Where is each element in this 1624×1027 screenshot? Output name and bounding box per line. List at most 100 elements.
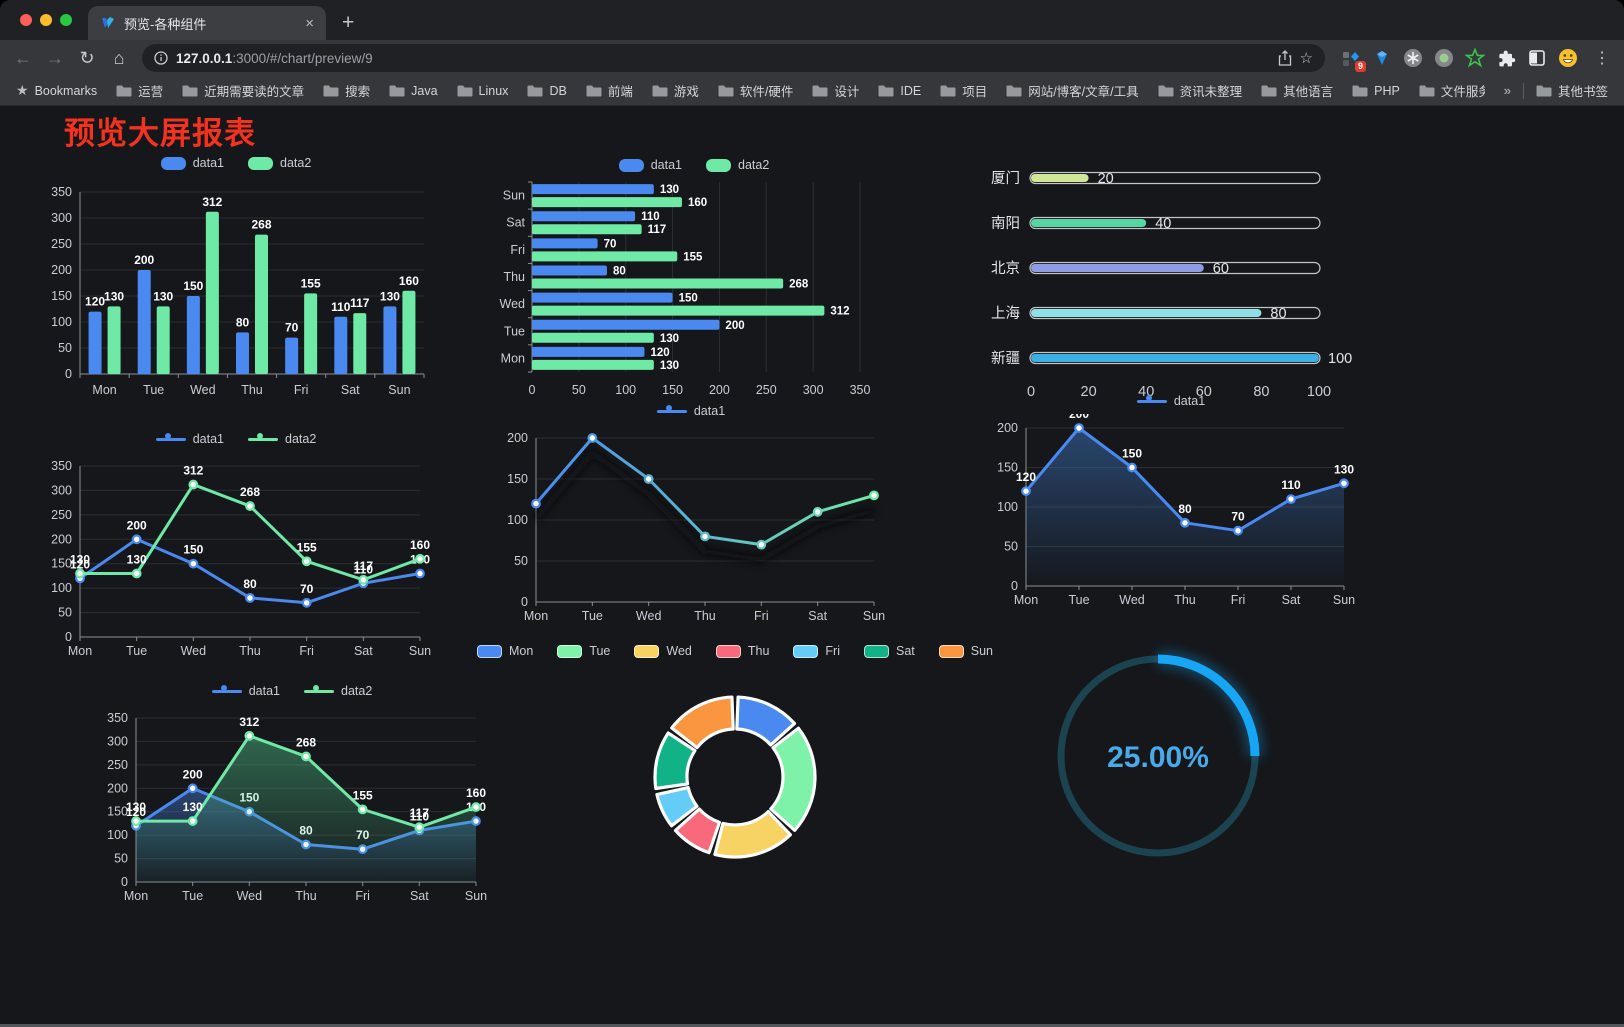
line-gradient-canvas[interactable]: 0 50 100 150 200 Mon Tue Wed Thu Fri Sat Sun (492, 424, 890, 628)
extensions-puzzle-icon[interactable] (1496, 48, 1516, 68)
legend-marker (793, 644, 819, 658)
reload-icon[interactable]: ↻ (79, 47, 95, 68)
chart-legend: Mon Tue Wed Thu Fri Sat Sun (476, 638, 993, 664)
dot-extension-icon[interactable] (1434, 48, 1454, 68)
bookmark-item[interactable]: 搜索 (323, 81, 370, 100)
bookmark-item[interactable]: 近期需要读的文章 (182, 81, 304, 100)
bookmark-item[interactable]: 前端 (586, 81, 633, 100)
svg-text:160: 160 (688, 197, 707, 209)
bookmark-item[interactable]: Java (389, 84, 438, 98)
legend-item[interactable]: Fri (793, 644, 840, 658)
legend-item[interactable]: data1 (160, 156, 224, 170)
browser-tab[interactable]: 预览-各种组件 × (88, 6, 326, 40)
svg-text:350: 350 (107, 711, 128, 725)
legend-item[interactable]: Wed (634, 644, 692, 658)
line-area-canvas[interactable]: 0 50 100 150 200 Mon Tue Wed Thu Fri Sat Sun 120 200 1… (982, 414, 1360, 612)
bookmark-item[interactable]: 其他语言 (1261, 81, 1333, 100)
svg-text:20: 20 (1098, 171, 1114, 187)
page-title: 预览大屏报表 (64, 116, 256, 151)
svg-text:Sat: Sat (410, 889, 429, 903)
other-bookmarks[interactable]: 其他书签 (1536, 81, 1608, 100)
legend-item[interactable]: Mon (476, 644, 533, 658)
reader-extension-icon[interactable] (1527, 48, 1547, 68)
legend-item[interactable]: data1 (155, 432, 224, 446)
bookmark-item[interactable]: 文件服务器 (1419, 81, 1485, 100)
tab-close-icon[interactable]: × (305, 14, 314, 32)
legend-item[interactable]: data2 (706, 158, 769, 172)
svg-text:117: 117 (350, 296, 370, 310)
legend-item[interactable]: Sun (938, 644, 993, 658)
bookmark-item[interactable]: 软件/硬件 (718, 81, 793, 100)
folder-icon (586, 85, 602, 97)
legend-item[interactable]: data1 (618, 158, 682, 172)
legend-item[interactable]: data2 (248, 156, 311, 170)
share-icon[interactable] (1278, 50, 1292, 66)
address-bar[interactable]: 127.0.0.1:3000/#/chart/preview/9 ☆ (142, 44, 1325, 72)
bookmarks-root[interactable]: ★ Bookmarks (16, 82, 97, 99)
line-area-double-canvas[interactable]: 0 50 100 150 200 250 300 350 Mon Tue Wed Thu Fri Sat S… (92, 704, 492, 908)
proxy-extension-icon[interactable]: 9 (1341, 48, 1366, 72)
svg-text:155: 155 (353, 788, 373, 802)
back-icon[interactable]: ← (14, 47, 32, 68)
gem-extension-icon[interactable] (1372, 48, 1392, 68)
legend-item[interactable]: data1 (1136, 394, 1205, 408)
home-icon[interactable]: ⌂ (113, 47, 125, 68)
bookmark-item[interactable]: 项目 (940, 81, 987, 100)
bar-grouped-canvas[interactable]: 0 50 100 150 200 250 300 350 Mon Tue Wed Thu Fri Sat S… (36, 176, 436, 402)
line-basic-canvas[interactable]: 0 50 100 150 200 250 300 350 Mon Tue Wed Thu Fri Sat S… (36, 452, 436, 663)
emoji-extension-icon[interactable] (1558, 48, 1578, 68)
svg-text:80: 80 (236, 315, 250, 329)
legend-marker (160, 156, 186, 170)
bookmark-item[interactable]: Linux (457, 84, 508, 98)
bookmark-item[interactable]: IDE (878, 84, 921, 98)
browser-menu-icon[interactable]: ⋮ (1594, 50, 1610, 67)
svg-text:160: 160 (466, 786, 486, 800)
forward-icon[interactable]: → (46, 47, 64, 68)
donut-canvas[interactable] (528, 664, 942, 902)
extensions-area: 9 (1333, 48, 1586, 72)
svg-text:Tue: Tue (143, 383, 164, 397)
svg-text:200: 200 (134, 253, 154, 267)
svg-text:Sun: Sun (465, 889, 487, 903)
svg-text:Wed: Wed (237, 889, 263, 903)
svg-text:200: 200 (51, 263, 72, 277)
bookmarks-overflow-chevron[interactable]: » (1503, 83, 1511, 98)
legend-marker (618, 158, 644, 172)
bookmark-item[interactable]: 设计 (812, 81, 859, 100)
ring-progress-canvas[interactable]: 25.00% (1036, 638, 1280, 882)
site-info-icon[interactable] (154, 51, 168, 65)
legend-marker (304, 685, 334, 697)
bookmark-item[interactable]: 运营 (116, 81, 163, 100)
legend-item[interactable]: data2 (304, 684, 372, 698)
svg-text:268: 268 (789, 279, 809, 291)
legend-item[interactable]: Sat (864, 644, 915, 658)
close-window-button[interactable] (20, 14, 32, 26)
legend-item[interactable]: data2 (248, 432, 316, 446)
legend-item[interactable]: data1 (211, 684, 280, 698)
svg-text:312: 312 (830, 306, 849, 318)
legend-item[interactable]: data1 (656, 404, 725, 418)
green-star-extension-icon[interactable] (1465, 48, 1485, 68)
legend-marker (864, 644, 889, 658)
bookmark-item[interactable]: 网站/博客/文章/工具 (1006, 81, 1139, 100)
tab-title: 预览-各种组件 (124, 16, 207, 32)
bookmark-item[interactable]: 资讯未整理 (1158, 81, 1242, 100)
legend-item[interactable]: Thu (715, 644, 769, 658)
svg-text:Fri: Fri (355, 889, 370, 903)
new-tab-button[interactable]: + (342, 11, 355, 34)
svg-text:50: 50 (572, 383, 586, 397)
minimize-window-button[interactable] (40, 14, 52, 26)
bookmark-item[interactable]: DB (527, 84, 567, 98)
bookmark-item[interactable]: PHP (1352, 84, 1400, 98)
snowflake-extension-icon[interactable] (1403, 48, 1423, 68)
maximize-window-button[interactable] (60, 14, 72, 26)
bookmark-item[interactable]: 游戏 (652, 81, 699, 100)
two-series-line-chart: data1 data2 0 50 100 150 200 250 300 350 Mon Tue Wed… (36, 426, 436, 663)
svg-text:200: 200 (127, 518, 147, 532)
svg-text:300: 300 (107, 734, 128, 748)
bookmark-star-icon[interactable]: ☆ (1299, 50, 1313, 67)
svg-text:130: 130 (127, 552, 147, 566)
legend-item[interactable]: Tue (557, 644, 610, 658)
